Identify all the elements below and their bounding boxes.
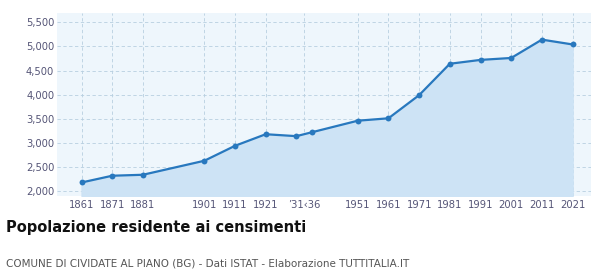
Point [506,56,516,60]
Point [445,62,455,66]
Point [353,118,362,123]
Point [107,174,117,178]
Point [307,130,317,134]
Point [383,116,393,120]
Point [138,172,148,177]
Point [568,42,577,47]
Point [476,58,485,62]
Point [537,38,547,42]
Text: Popolazione residente ai censimenti: Popolazione residente ai censimenti [6,220,306,235]
Point [292,134,301,138]
Point [200,158,209,163]
Text: COMUNE DI CIVIDATE AL PIANO (BG) - Dati ISTAT - Elaborazione TUTTITALIA.IT: COMUNE DI CIVIDATE AL PIANO (BG) - Dati … [6,259,409,269]
Point [261,132,271,136]
Point [415,93,424,97]
Point [230,144,240,148]
Point [77,180,86,185]
